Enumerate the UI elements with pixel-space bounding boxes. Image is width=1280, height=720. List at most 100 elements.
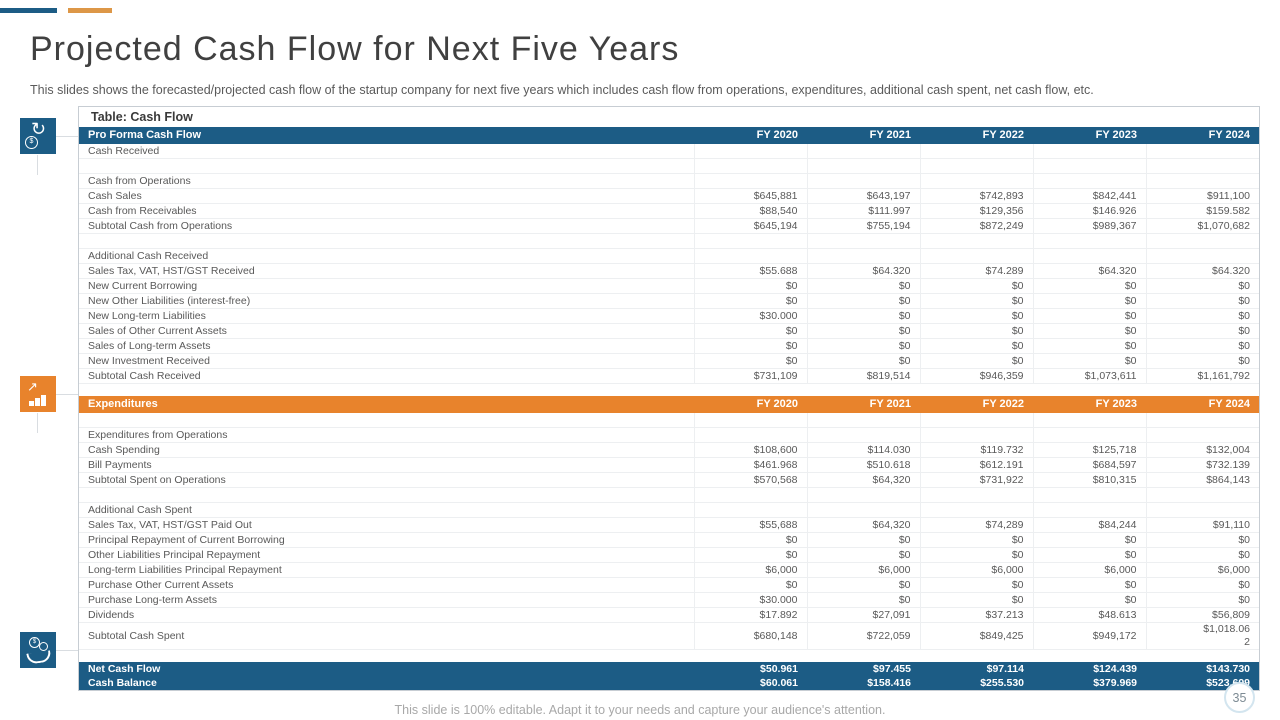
row-label: Sales Tax, VAT, HST/GST Paid Out	[79, 517, 695, 533]
cell-value: $6,000	[807, 562, 921, 578]
cell-value	[807, 173, 921, 189]
year-column-header: FY 2023	[1033, 396, 1146, 413]
cell-value: $872,249	[920, 218, 1034, 234]
cell-value: $731,109	[694, 368, 808, 384]
cell-value: $0	[1033, 278, 1147, 294]
cell-value	[694, 383, 807, 396]
row-label: Subtotal Spent on Operations	[79, 472, 695, 488]
icon-tile-expenditures: ↗	[20, 376, 56, 412]
cell-value	[1033, 158, 1147, 174]
cell-value: $129,356	[920, 203, 1034, 219]
cell-value	[807, 383, 920, 396]
cell-value: $0	[1033, 338, 1147, 354]
cell-value: $864,143	[1146, 472, 1259, 488]
cash-cycle-icon: ↻	[31, 119, 47, 139]
cell-value	[694, 233, 808, 249]
table-row: Expenditures FY 2020 FY 2021 FY 2022 FY 2023…	[79, 396, 1259, 413]
icon-tile-cash-received: ↻ $	[20, 118, 56, 154]
row-label: Principal Repayment of Current Borrowing	[79, 532, 695, 548]
summary-value: $158.416	[807, 676, 920, 690]
table-row: Net Cash Flow $50.961 $97.455 $97.114 $124.4…	[79, 662, 1259, 676]
cell-value: $0	[694, 338, 808, 354]
cell-value	[1033, 413, 1147, 428]
cell-value: $0	[920, 532, 1034, 548]
table-row: Cash Sales $645,881 $643,197 $742,893 $842,4…	[79, 188, 1259, 204]
cell-value: $84,244	[1033, 517, 1147, 533]
summary-value: $50.961	[694, 662, 807, 676]
cell-value: $0	[694, 547, 808, 563]
cell-value: $119.732	[920, 442, 1034, 458]
table-row: New Long-term Liabilities $30.000 $0 $0 $0 $0	[79, 308, 1259, 324]
summary-value: $124.439	[1033, 662, 1146, 676]
cell-value: $0	[920, 323, 1034, 339]
cell-value	[1033, 487, 1147, 503]
cell-value	[920, 173, 1034, 189]
cell-value: $27,091	[807, 607, 921, 623]
page-number-badge: 35	[1224, 682, 1255, 713]
cell-value: $989,367	[1033, 218, 1147, 234]
row-label: New Long-term Liabilities	[79, 308, 695, 324]
year-column-header: FY 2022	[920, 396, 1033, 413]
summary-value: $97.455	[807, 662, 920, 676]
table-row: New Investment Received $0 $0 $0 $0 $0	[79, 353, 1259, 369]
table-row: Cash Spending $108,600 $114.030 $119.732 $12…	[79, 442, 1259, 458]
table-row: Bill Payments $461.968 $510.618 $612.191 $68…	[79, 457, 1259, 473]
row-label: Purchase Long-term Assets	[79, 592, 695, 608]
cell-value: $461.968	[694, 457, 808, 473]
cell-value: $949,172	[1033, 622, 1147, 650]
row-label: Subtotal Cash from Operations	[79, 218, 695, 234]
cell-value	[1146, 427, 1259, 443]
cell-value: $55,688	[694, 517, 808, 533]
page-title: Projected Cash Flow for Next Five Years	[30, 30, 680, 68]
cell-value: $0	[694, 532, 808, 548]
row-label: Sales Tax, VAT, HST/GST Received	[79, 263, 695, 279]
table-row: Sales of Other Current Assets $0 $0 $0 $0 $0	[79, 323, 1259, 339]
cell-value	[1146, 413, 1259, 428]
row-label: Long-term Liabilities Principal Repaymen…	[79, 562, 695, 578]
cell-value: $0	[694, 353, 808, 369]
cell-value: $0	[1033, 532, 1147, 548]
cell-value: $64,320	[807, 517, 921, 533]
cell-value: $0	[1033, 547, 1147, 563]
cell-value: $159.582	[1146, 203, 1259, 219]
cell-value: $0	[807, 293, 921, 309]
table-row	[79, 487, 1259, 503]
row-label: Cash from Receivables	[79, 203, 695, 219]
cell-value: $30.000	[694, 592, 808, 608]
row-label: New Other Liabilities (interest-free)	[79, 293, 695, 309]
cell-value: $6,000	[920, 562, 1034, 578]
cell-value	[694, 173, 808, 189]
table-row: Cash Received	[79, 144, 1259, 159]
cell-value: $0	[920, 577, 1034, 593]
cell-value	[807, 649, 920, 662]
summary-value: $143.730	[1146, 662, 1259, 676]
table-caption: Table: Cash Flow	[91, 110, 193, 124]
cell-value	[920, 233, 1034, 249]
cell-value: $132,004	[1146, 442, 1259, 458]
table-row: New Other Liabilities (interest-free) $0 $…	[79, 293, 1259, 309]
row-label: Cash from Operations	[79, 173, 695, 189]
cell-value: $6,000	[694, 562, 808, 578]
cell-value	[807, 413, 921, 428]
cell-value: $684,597	[1033, 457, 1147, 473]
cell-value	[1033, 248, 1147, 264]
cell-value: $0	[920, 547, 1034, 563]
cell-value	[1033, 233, 1147, 249]
cell-value: $0	[1146, 338, 1259, 354]
summary-value: $97.114	[920, 662, 1033, 676]
cell-value	[1146, 487, 1259, 503]
cell-value: $88,540	[694, 203, 808, 219]
cell-value	[920, 487, 1034, 503]
accent-bar-orange	[68, 8, 112, 13]
cell-value: $0	[694, 323, 808, 339]
cell-value: $48.613	[1033, 607, 1147, 623]
row-label	[79, 413, 695, 428]
cell-value	[1146, 248, 1259, 264]
row-label: Additional Cash Received	[79, 248, 695, 264]
table-row: Subtotal Cash from Operations $645,194 $75…	[79, 218, 1259, 234]
connector-line	[56, 136, 78, 137]
row-label: Subtotal Cash Spent	[79, 622, 695, 650]
table-row: Principal Repayment of Current Borrowing…	[79, 532, 1259, 548]
cell-value: $0	[807, 547, 921, 563]
connector-line	[37, 413, 38, 433]
